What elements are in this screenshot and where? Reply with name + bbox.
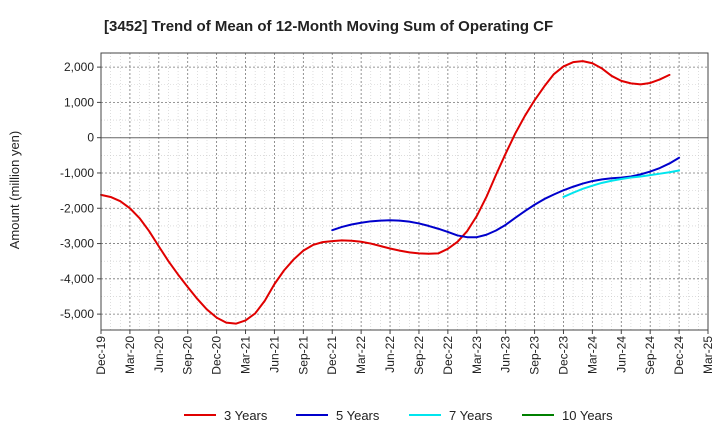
y-tick-label: 0	[87, 131, 94, 145]
y-tick-label: -3,000	[60, 237, 94, 251]
y-axis-label: Amount (million yen)	[7, 131, 22, 250]
legend-label-10-years: 10 Years	[562, 408, 613, 423]
x-tick-label: Jun-20	[152, 336, 166, 373]
x-tick-label: Mar-20	[123, 336, 137, 374]
x-tick-label: Sep-22	[412, 336, 426, 375]
y-tick-label: -4,000	[60, 272, 94, 286]
x-tick-label: Dec-19	[94, 336, 108, 375]
x-tick-label: Sep-24	[643, 336, 657, 375]
x-tick-label: Sep-23	[528, 336, 542, 375]
x-tick-label: Dec-21	[325, 336, 339, 375]
x-tick-label: Mar-25	[701, 336, 715, 374]
y-tick-label: 2,000	[64, 60, 94, 74]
chart-title: [3452] Trend of Mean of 12-Month Moving …	[104, 18, 553, 35]
legend-label-7-years: 7 Years	[449, 408, 493, 423]
x-tick-label: Dec-24	[672, 336, 686, 375]
x-tick-label: Dec-22	[441, 336, 455, 375]
x-tick-label: Dec-23	[556, 336, 570, 375]
series-line-7-years	[562, 169, 681, 198]
x-tick-label: Mar-22	[354, 336, 368, 374]
x-tick-label: Sep-21	[296, 336, 310, 375]
x-tick-label: Sep-20	[181, 336, 195, 375]
y-tick-label: -1,000	[60, 166, 94, 180]
plot-border	[100, 52, 709, 331]
x-tick-label: Jun-24	[614, 336, 628, 373]
series-line-5-years	[331, 156, 681, 239]
series-line-3-years	[100, 60, 671, 325]
legend-label-3-years: 3 Years	[224, 408, 268, 423]
y-tick-label: -5,000	[60, 307, 94, 321]
legend: 3 Years 5 Years 7 Years 10 Years	[184, 408, 613, 423]
axis-layer: 2,000 1,000 0 -1,000 -2,000 -3,000 -4,000 -5,00…	[60, 52, 715, 375]
y-tick-label: 1,000	[64, 95, 94, 109]
x-tick-label: Mar-24	[585, 336, 599, 374]
x-tick-label: Mar-23	[470, 336, 484, 374]
x-tick-label: Dec-20	[210, 336, 224, 375]
x-tick-label: Mar-21	[239, 336, 253, 374]
grid-layer	[101, 53, 708, 330]
x-tick-label: Jun-22	[383, 336, 397, 373]
plot-area	[101, 53, 708, 330]
x-tick-label: Jun-21	[267, 336, 281, 373]
series-layer	[100, 60, 681, 325]
legend-label-5-years: 5 Years	[336, 408, 380, 423]
y-tick-label: -2,000	[60, 201, 94, 215]
x-tick-label: Jun-23	[499, 336, 513, 373]
